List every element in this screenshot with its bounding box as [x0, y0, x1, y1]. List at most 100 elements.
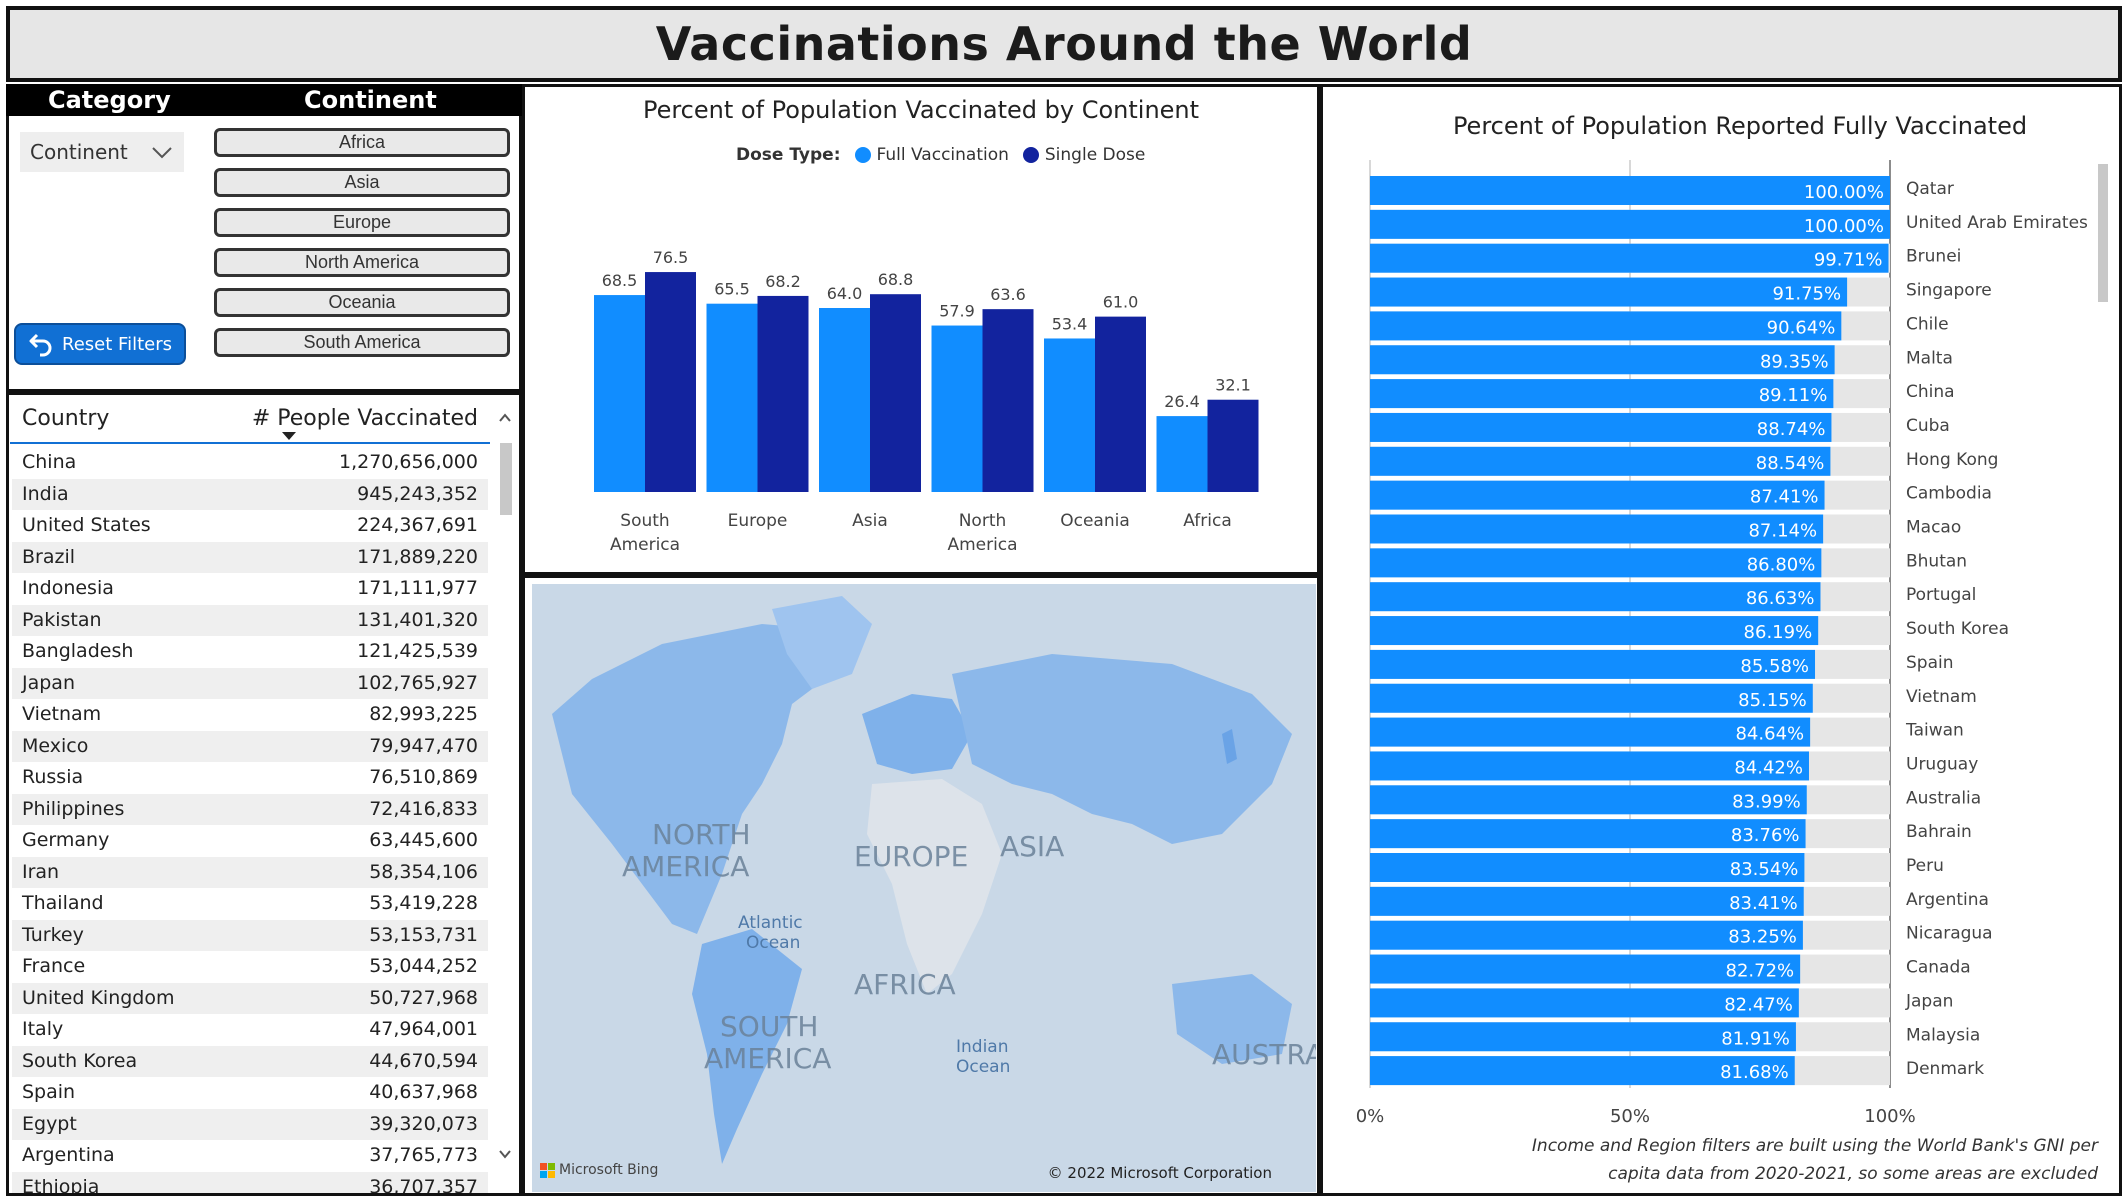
bar-full-africa[interactable]: [1156, 416, 1208, 492]
table-row[interactable]: Spain 40,637,968: [12, 1077, 488, 1109]
bar-full-asia[interactable]: [819, 308, 870, 492]
bar-denmark[interactable]: [1370, 1056, 1795, 1086]
table-row[interactable]: India 945,243,352: [12, 478, 488, 510]
table-row[interactable]: South Korea 44,670,594: [12, 1045, 488, 1077]
reset-filters-button[interactable]: Reset Filters: [14, 323, 186, 365]
bar-single-africa[interactable]: [1207, 399, 1259, 492]
bar-single-south-america[interactable]: [645, 272, 696, 492]
table-row[interactable]: Indonesia 171,111,977: [12, 573, 488, 605]
bar-malta[interactable]: [1370, 345, 1835, 375]
bar-single-north-america[interactable]: [982, 309, 1034, 492]
table-row[interactable]: Germany 63,445,600: [12, 825, 488, 857]
world-map[interactable]: NORTH AMERICA EUROPE ASIA Atlantic Ocean…: [532, 584, 1316, 1192]
table-row[interactable]: Ethiopia 36,707,357: [12, 1171, 488, 1193]
bar-single-oceania[interactable]: [1095, 316, 1146, 492]
continent-pill-south-america[interactable]: South America: [214, 328, 510, 357]
people-vaccinated-cell: 58,354,106: [369, 860, 478, 883]
col-people-header[interactable]: # People Vaccinated: [251, 406, 478, 431]
bar-singapore[interactable]: [1370, 277, 1848, 307]
continent-pill-north-america[interactable]: North America: [214, 248, 510, 277]
country-cell: Turkey: [22, 923, 84, 946]
bar-cambodia[interactable]: [1370, 480, 1825, 510]
col-country-header[interactable]: Country: [22, 406, 110, 431]
people-vaccinated-cell: 171,111,977: [357, 577, 478, 599]
table-row[interactable]: Italy 47,964,001: [12, 1014, 488, 1046]
bar-australia[interactable]: [1370, 785, 1807, 815]
bar-south-korea[interactable]: [1370, 616, 1819, 646]
table-row[interactable]: China 1,270,656,000: [12, 447, 488, 479]
country-tick-label: Cambodia: [1906, 484, 1992, 504]
bar-vietnam[interactable]: [1370, 683, 1813, 713]
bar-bahrain[interactable]: [1370, 819, 1806, 849]
table-scroll-thumb[interactable]: [500, 443, 512, 515]
bar-single-europe[interactable]: [757, 295, 809, 492]
bar-taiwan[interactable]: [1370, 717, 1811, 747]
table-row[interactable]: Bangladesh 121,425,539: [12, 636, 488, 668]
table-row[interactable]: Russia 76,510,869: [12, 762, 488, 794]
bar-brunei[interactable]: [1370, 243, 1889, 273]
continent-pill-asia[interactable]: Asia: [214, 168, 510, 197]
country-cell: Egypt: [22, 1112, 77, 1135]
country-chart-scrollbar[interactable]: [2098, 164, 2108, 302]
bar-portugal[interactable]: [1370, 582, 1821, 612]
bar-cuba[interactable]: [1370, 412, 1832, 442]
bar-united-arab-emirates[interactable]: [1370, 209, 1890, 239]
table-row[interactable]: Japan 102,765,927: [12, 667, 488, 699]
bar-macao[interactable]: [1370, 514, 1824, 544]
bar-hong-kong[interactable]: [1370, 446, 1831, 476]
bar-spain[interactable]: [1370, 649, 1816, 679]
bar-full-europe[interactable]: [706, 303, 758, 492]
continent-pill-oceania[interactable]: Oceania: [214, 288, 510, 317]
bar-bhutan[interactable]: [1370, 548, 1822, 578]
table-row[interactable]: Mexico 79,947,470: [12, 730, 488, 762]
country-cell: Italy: [22, 1018, 64, 1040]
bar-argentina[interactable]: [1370, 886, 1804, 916]
table-row[interactable]: Pakistan 131,401,320: [12, 604, 488, 636]
scroll-up-icon[interactable]: [498, 412, 512, 424]
table-row[interactable]: Brazil 171,889,220: [12, 541, 488, 573]
data-label: 63.6: [990, 285, 1026, 304]
bar-japan[interactable]: [1370, 988, 1799, 1018]
table-row[interactable]: United States 224,367,691: [12, 510, 488, 542]
table-row[interactable]: Argentina 37,765,773: [12, 1140, 488, 1172]
table-row[interactable]: Vietnam 82,993,225: [12, 699, 488, 731]
table-row[interactable]: Turkey 53,153,731: [12, 919, 488, 951]
bar-single-asia[interactable]: [870, 294, 921, 492]
table-row[interactable]: Egypt 39,320,073: [12, 1108, 488, 1140]
table-row[interactable]: Philippines 72,416,833: [12, 793, 488, 825]
table-row[interactable]: United Kingdom 50,727,968: [12, 982, 488, 1014]
legend-single-label[interactable]: Single Dose: [1044, 145, 1146, 165]
bar-chile[interactable]: [1370, 311, 1842, 341]
table-row[interactable]: France 53,044,252: [12, 951, 488, 983]
table-row[interactable]: Iran 58,354,106: [12, 856, 488, 888]
legend-single-dot: [1022, 147, 1039, 163]
category-dropdown[interactable]: Continent: [20, 132, 184, 172]
continent-pill-africa[interactable]: Africa: [214, 128, 510, 157]
legend-full-label[interactable]: Full Vaccination: [876, 145, 1009, 165]
bar-peru[interactable]: [1370, 853, 1805, 882]
table-scrollbar[interactable]: [498, 410, 512, 1176]
continent-pill-europe[interactable]: Europe: [214, 208, 510, 237]
bar-qatar[interactable]: [1370, 176, 1890, 205]
table-row[interactable]: Thailand 53,419,228: [12, 888, 488, 920]
bar-value-label: 88.54%: [1756, 453, 1825, 474]
country-tick-label: Uruguay: [1906, 754, 1978, 774]
bar-nicaragua[interactable]: [1370, 920, 1803, 950]
bar-uruguay[interactable]: [1370, 751, 1809, 781]
europe-shape: [862, 694, 972, 774]
bar-value-label: 84.64%: [1735, 724, 1804, 745]
bar-full-oceania[interactable]: [1044, 338, 1095, 492]
south-america-shape: [692, 929, 802, 1164]
data-label: 68.2: [765, 272, 801, 291]
australia-shape: [1172, 974, 1292, 1064]
bar-canada[interactable]: [1370, 954, 1801, 984]
bar-full-south-america[interactable]: [594, 295, 645, 492]
bar-china[interactable]: [1370, 379, 1834, 409]
x-tick-label: 100%: [1864, 1106, 1915, 1127]
bar-malaysia[interactable]: [1370, 1022, 1796, 1052]
map-label-north-america-2: AMERICA: [622, 850, 749, 883]
bar-value-label: 87.14%: [1748, 521, 1817, 542]
scroll-down-icon[interactable]: [498, 1148, 512, 1160]
bar-full-north-america[interactable]: [931, 325, 983, 492]
japan-shape: [1222, 729, 1237, 764]
